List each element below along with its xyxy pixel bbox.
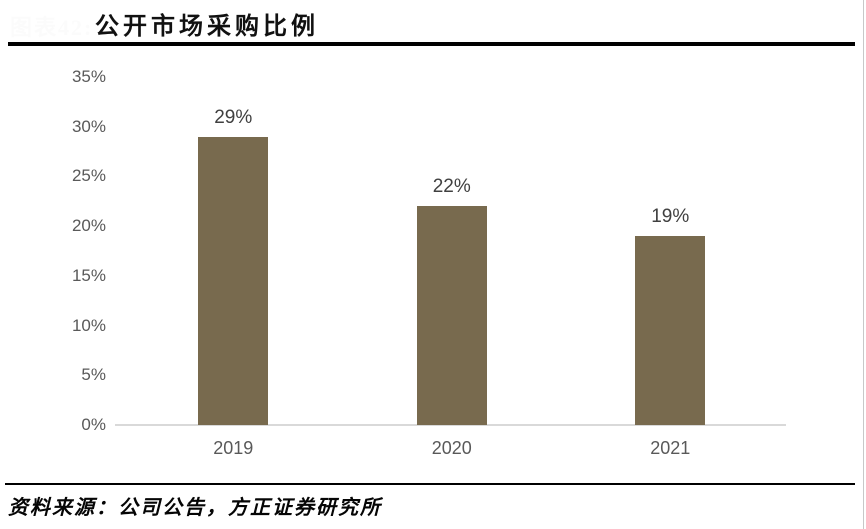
y-axis-tick-label: 5% — [81, 365, 106, 385]
bar-value-label: 29% — [214, 106, 253, 128]
bar-2021 — [635, 236, 706, 425]
y-axis-tick-label: 35% — [71, 67, 106, 86]
bar-value-label: 19% — [651, 206, 690, 228]
source-note: 资料来源：公司公告，方正证券研究所 — [8, 497, 382, 519]
y-axis-tick-label: 0% — [81, 415, 106, 434]
footer-divider-rule — [5, 483, 855, 485]
x-axis-label: 2020 — [431, 438, 472, 458]
y-axis-tick-label: 10% — [71, 315, 106, 335]
y-axis-tick-label: 25% — [71, 166, 106, 186]
x-axis-label: 2021 — [650, 438, 691, 458]
x-axis-line — [115, 424, 786, 426]
y-axis-tick-label: 30% — [71, 116, 106, 136]
bar-2020 — [416, 206, 487, 425]
chart-title: 公开市场采购比例 — [95, 14, 319, 40]
page-right-edge-line — [863, 0, 864, 529]
x-axis-label: 2019 — [213, 438, 254, 458]
figure-number-label: 图表42: — [10, 15, 94, 40]
title-divider-rule — [8, 42, 855, 46]
y-axis-tick-label: 15% — [71, 265, 106, 285]
bar-2019 — [198, 136, 269, 425]
bar-value-label: 22% — [432, 176, 471, 198]
y-axis-tick-label: 20% — [71, 216, 106, 236]
